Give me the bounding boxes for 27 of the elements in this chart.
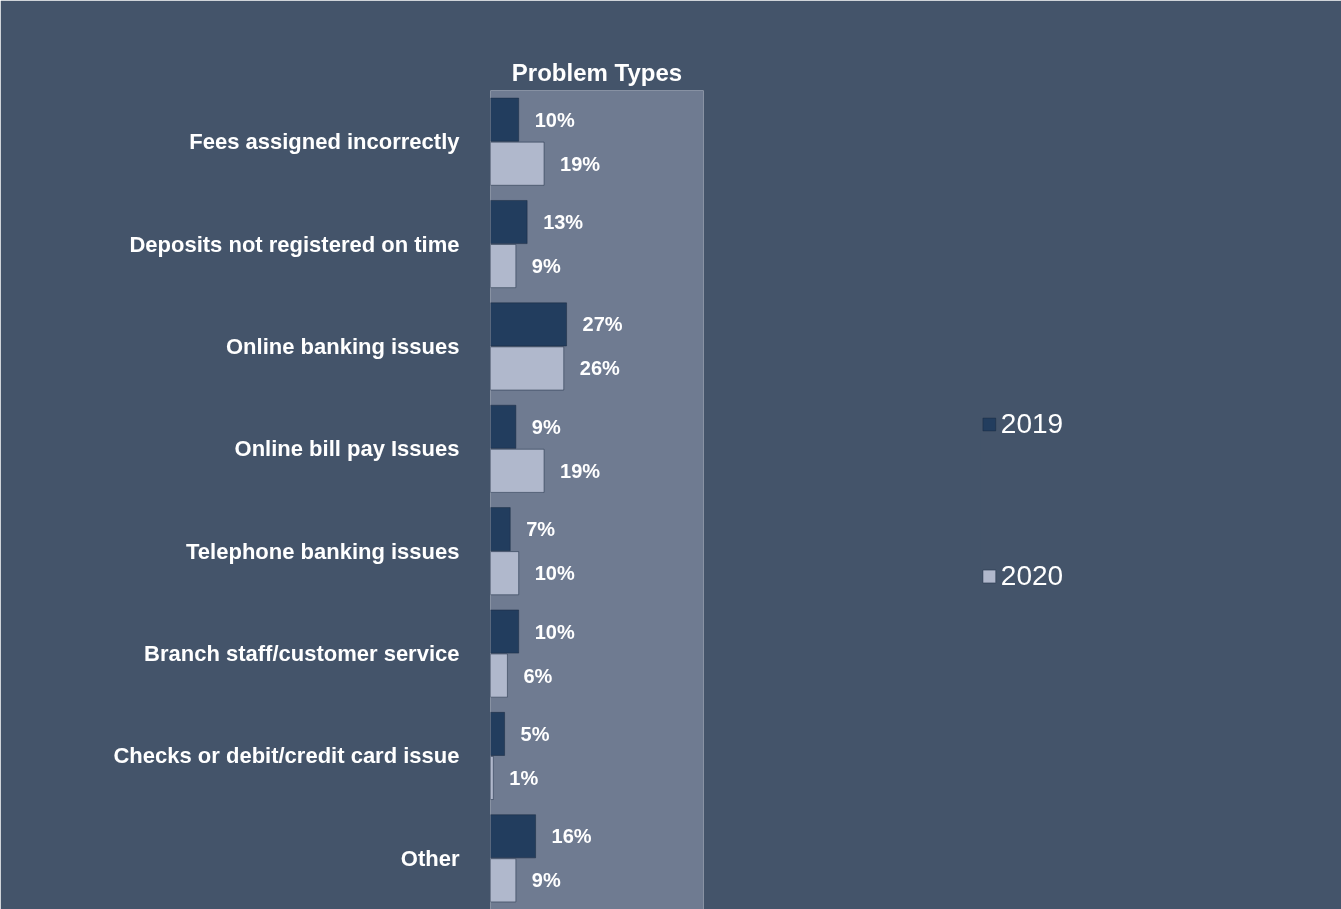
data-label: 13% (543, 211, 584, 234)
legend-label: 2020 (1000, 559, 1064, 592)
y-tick-label: Online bill pay Issues (234, 436, 460, 462)
data-label: 5% (520, 722, 550, 745)
data-label: 19% (560, 152, 601, 175)
chart-title: Problem Types (511, 58, 683, 86)
y-tick-label: Deposits not registered on time (129, 231, 460, 257)
data-label: 9% (531, 255, 561, 278)
y-tick-label: Branch staff/customer service (144, 641, 460, 667)
y-tick-label: Fees assigned incorrectly (189, 129, 461, 155)
y-tick-label: Other (400, 845, 460, 871)
data-label: 10% (534, 620, 575, 643)
data-label: 10% (534, 562, 575, 585)
y-tick-label: Telephone banking issues (186, 538, 460, 564)
data-label: 9% (531, 415, 561, 438)
data-label: 6% (523, 664, 553, 687)
data-label: 1% (509, 766, 539, 789)
data-label: 26% (579, 357, 620, 380)
y-tick-label: Checks or debit/credit card issue (113, 743, 460, 769)
data-label: 7% (526, 518, 556, 541)
data-label: 19% (560, 459, 601, 482)
data-label: 10% (534, 108, 575, 131)
legend-label: 2019 (1000, 407, 1064, 440)
y-tick-label: Online banking issues (226, 333, 460, 359)
data-label: 27% (582, 313, 623, 336)
data-label: 16% (551, 825, 592, 848)
data-label: 9% (531, 869, 561, 892)
